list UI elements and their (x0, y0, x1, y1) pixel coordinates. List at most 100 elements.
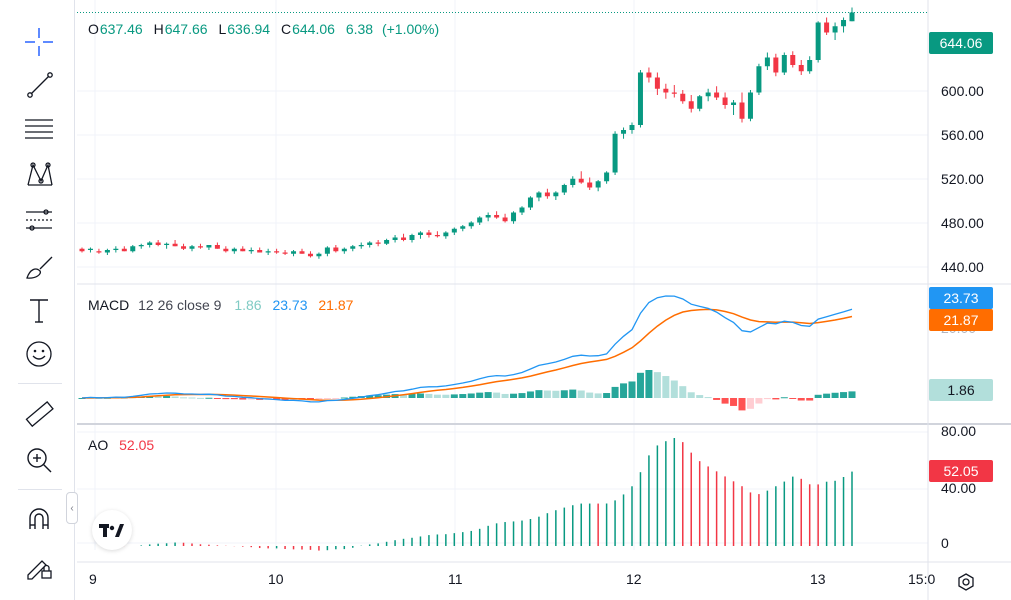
candle (790, 51, 796, 68)
pattern-tool[interactable] (19, 154, 59, 194)
candle (375, 240, 381, 247)
time-axis-label: 13 (810, 571, 826, 587)
crosshair-icon (25, 28, 53, 56)
candle (147, 241, 153, 248)
macd-histogram-bar (586, 392, 594, 398)
candle (731, 100, 737, 115)
trend-line-tool[interactable] (19, 64, 59, 104)
time-axis-label: 9 (89, 571, 97, 587)
toolbar-collapse-button[interactable]: ‹ (66, 492, 78, 524)
candlestick-series (77, 7, 928, 259)
macd-histogram-bar (518, 393, 526, 398)
candle (138, 243, 144, 249)
macd-histogram-bar (577, 390, 585, 398)
candle (384, 238, 390, 245)
macd-histogram-bar (831, 392, 839, 398)
price-axis-label: 440.00 (941, 259, 984, 275)
candle (587, 177, 593, 190)
candle (561, 183, 567, 195)
candle (231, 247, 237, 254)
grid-lines (77, 0, 1011, 600)
candle (553, 191, 559, 200)
fib-lines-icon (25, 119, 53, 139)
macd-signal-tag: 21.87 (929, 309, 993, 331)
macd-histogram-bar (848, 391, 856, 398)
macd-histogram-bar (163, 395, 171, 398)
candle (680, 90, 686, 104)
candle (341, 247, 347, 254)
crosshair-tool[interactable] (19, 22, 59, 62)
projection-tool[interactable] (19, 200, 59, 240)
candle (798, 60, 804, 75)
candle (443, 231, 449, 239)
macd-value: 23.73 (272, 297, 308, 313)
ao-legend[interactable]: AO 52.05 (88, 437, 155, 453)
candle (477, 216, 483, 225)
macd-histogram-bar (213, 398, 221, 399)
candle (722, 92, 728, 109)
text-tool[interactable] (19, 290, 59, 330)
macd-histogram-bar (425, 393, 433, 398)
magnet-tool[interactable] (19, 500, 59, 540)
macd-histogram-bar (323, 398, 331, 399)
macd-histogram-bar (730, 398, 738, 406)
ao-label: AO (88, 437, 109, 453)
macd-histogram-bar (772, 398, 780, 400)
macd-histogram-bar (526, 391, 534, 398)
candle (747, 90, 753, 122)
candle (595, 180, 601, 192)
candle (87, 247, 93, 253)
candle (451, 227, 457, 235)
candle (511, 211, 517, 224)
candle (409, 233, 415, 243)
candle (274, 248, 280, 254)
macd-histogram-bar (611, 386, 619, 398)
gear-icon (958, 573, 974, 591)
candle (468, 221, 474, 229)
macd-histogram-bar (823, 393, 831, 398)
emoji-tool[interactable] (19, 334, 59, 374)
chart-settings-button[interactable] (954, 570, 978, 594)
fib-lines-tool[interactable] (19, 108, 59, 148)
macd-histogram-bar (467, 393, 475, 398)
trend-line-icon (27, 72, 53, 98)
lock-drawings-tool[interactable] (19, 546, 59, 586)
change-value: 6.38 (345, 21, 374, 37)
candle (824, 17, 830, 35)
macd-histogram-bar (476, 392, 484, 398)
macd-histogram-bar (653, 372, 661, 398)
low-value: 636.94 (227, 21, 271, 37)
candle (181, 243, 187, 250)
candle (307, 251, 313, 258)
pattern-icon (27, 162, 53, 186)
text-icon (30, 299, 48, 323)
macd-histogram-bar (374, 395, 382, 398)
candle (434, 231, 440, 238)
macd-histogram-bar (789, 398, 797, 399)
brush-tool[interactable] (19, 246, 59, 286)
macd-histogram-bar (594, 393, 602, 398)
candle (96, 248, 102, 254)
macd-histogram-bar (433, 394, 441, 398)
drawing-toolbar (0, 0, 75, 600)
close-value: 644.06 (292, 21, 335, 37)
candle (544, 188, 550, 199)
candle (240, 246, 246, 252)
candle (637, 70, 643, 128)
time-axis-label: 12 (626, 571, 642, 587)
ruler-tool[interactable] (19, 394, 59, 434)
macd-legend[interactable]: MACD 12 26 close 9 1.86 23.73 21.87 (88, 297, 354, 313)
zoom-in-tool[interactable] (19, 440, 59, 480)
tradingview-logo[interactable] (92, 510, 132, 550)
candle (714, 86, 720, 100)
candle (705, 88, 711, 102)
candle (519, 206, 525, 215)
candle (841, 17, 847, 33)
candle (697, 95, 703, 112)
macd-histogram-bar (180, 397, 188, 399)
macd-histogram-bar (797, 398, 805, 401)
emoji-icon (26, 341, 52, 367)
candle (257, 247, 263, 253)
candle (155, 240, 161, 247)
